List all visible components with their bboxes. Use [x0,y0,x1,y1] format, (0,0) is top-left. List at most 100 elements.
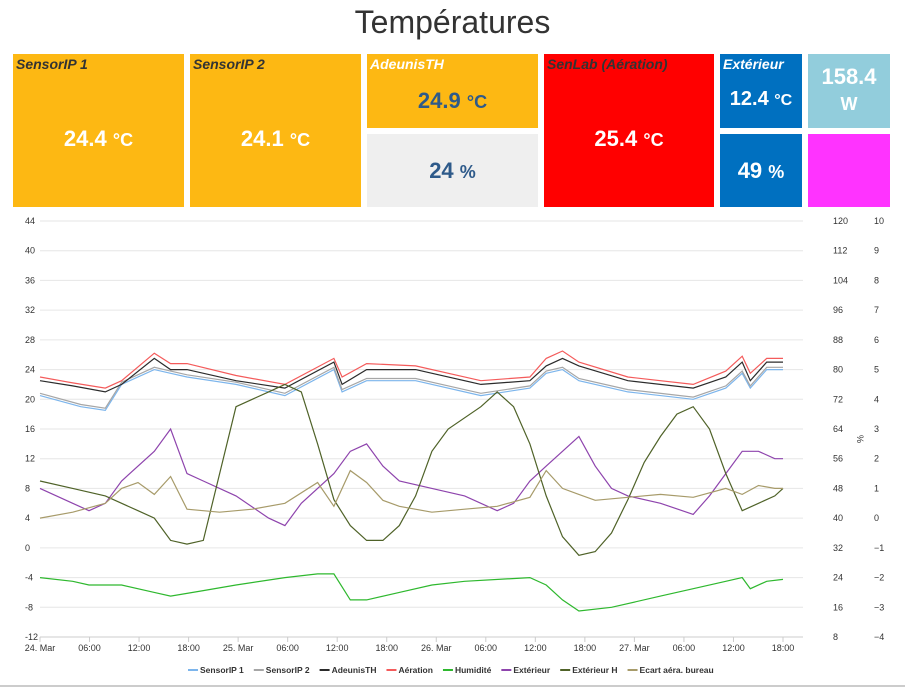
y-right1-axis-label: % [855,435,865,443]
y-right2-tick-label: 8 [874,275,879,285]
y-right1-tick-label: 120 [833,216,848,226]
y-right2-tick-label: 3 [874,424,879,434]
y-right1-tick-label: 96 [833,305,843,315]
tile-adeunis-temp-value: 24.9 °C [417,88,488,113]
tile-power-value: 158.4 W [821,64,877,114]
y-right2-tick-label: −2 [874,573,884,583]
x-tick-label: 06:00 [276,643,299,653]
y-right2-tick-label: 9 [874,246,879,256]
y-right2-tick-label: −3 [874,602,884,612]
tile-magenta[interactable] [808,134,890,207]
tile-sensorip1-value: 24.4 °C [63,126,134,151]
x-tick-label: 24. Mar [25,643,56,653]
tile-exterieur-temp[interactable]: Extérieur 12.4 °C [720,54,802,128]
y-left-tick-label: 4 [25,513,30,523]
legend-item: Extérieur [513,665,551,675]
y-right2-tick-label: 10 [874,216,884,226]
legend-item: SensorIP 2 [266,665,310,675]
y-right2-tick-label: −1 [874,543,884,553]
series-line [39,366,783,409]
y-right1-tick-label: 104 [833,275,848,285]
series-line [39,383,784,556]
x-tick-label: 27. Mar [619,643,650,653]
y-right2-tick-label: 4 [874,394,879,404]
y-right2-tick-label: 0 [874,513,879,523]
y-right2-tick-label: 2 [874,454,879,464]
x-tick-label: 06:00 [78,643,101,653]
tile-senlab-value: 25.4 °C [594,126,664,151]
legend-item: Aération [398,665,432,675]
y-right2-tick-label: 5 [874,365,879,375]
tile-adeunis-hum-value: 24 % [429,158,476,183]
y-right2-tick-label: −4 [874,632,884,642]
y-left-tick-label: 36 [25,275,35,285]
legend-item: Extérieur H [572,665,617,675]
series-line [39,350,783,389]
x-tick-label: 12:00 [722,643,745,653]
x-tick-label: 12:00 [326,643,349,653]
y-left-tick-label: 0 [25,543,30,553]
series-line [39,427,783,527]
y-right1-tick-label: 56 [833,454,843,464]
y-left-tick-label: 8 [25,483,30,493]
series-line [39,573,784,612]
tile-power[interactable]: 158.4 W [808,54,890,128]
x-tick-label: 18:00 [375,643,398,653]
y-right1-tick-label: 88 [833,335,843,345]
y-right1-tick-label: 32 [833,543,843,553]
series-line [39,368,783,412]
y-left-tick-label: 44 [25,216,35,226]
y-right2-tick-label: 7 [874,305,879,315]
tile-senlab[interactable]: SenLab (Aération) 25.4 °C [544,54,714,207]
y-right1-tick-label: 48 [833,483,843,493]
y-left-tick-label: 32 [25,305,35,315]
tile-sensorip2-value: 24.1 °C [240,126,311,151]
x-tick-label: 18:00 [177,643,200,653]
y-left-tick-label: -4 [25,573,33,583]
x-tick-label: 12:00 [128,643,151,653]
tile-sensorip2-label: SensorIP 2 [193,56,265,72]
tile-exterieur-temp-value: 12.4 °C [729,88,793,110]
x-tick-label: 18:00 [772,643,795,653]
tile-adeunis-label: AdeunisTH [370,56,444,72]
series-line [39,357,783,393]
page-title: Températures [354,4,551,40]
y-left-tick-label: -8 [25,602,33,612]
y-left-tick-label: 12 [25,454,35,464]
y-right1-tick-label: 16 [833,602,843,612]
y-right1-tick-label: 72 [833,394,843,404]
series-line [39,469,783,519]
x-tick-label: 06:00 [673,643,696,653]
y-right1-tick-label: 24 [833,573,843,583]
legend-item: AdeunisTH [332,665,377,675]
x-tick-label: 25. Mar [223,643,254,653]
y-left-tick-label: 20 [25,394,35,404]
tile-sensorip2[interactable]: SensorIP 2 24.1 °C [190,54,361,207]
legend-item: Ecart aéra. bureau [640,665,714,675]
y-left-tick-label: -12 [25,632,38,642]
y-left-tick-label: 40 [25,246,35,256]
y-right1-tick-label: 80 [833,365,843,375]
x-tick-label: 26. Mar [421,643,452,653]
y-right1-tick-label: 40 [833,513,843,523]
x-tick-label: 18:00 [574,643,597,653]
tile-exterieur-hum-value: 49 % [737,158,785,183]
y-left-tick-label: 24 [25,365,35,375]
tile-exterieur-hum[interactable]: 49 % [720,134,802,207]
tile-adeunis-hum[interactable]: 24 % [367,134,538,207]
tile-sensorip1[interactable]: SensorIP 1 24.4 °C [13,54,184,207]
y-left-tick-label: 16 [25,424,35,434]
y-left-tick-label: 28 [25,335,35,345]
y-right1-tick-label: 8 [833,632,838,642]
x-tick-label: 06:00 [475,643,498,653]
tile-adeunis-temp[interactable]: AdeunisTH 24.9 °C [367,54,538,128]
legend-item: SensorIP 1 [200,665,244,675]
y-right2-tick-label: 1 [874,483,879,493]
tile-senlab-label: SenLab (Aération) [547,56,668,72]
y-right1-tick-label: 112 [833,246,847,256]
tile-exterieur-label: Extérieur [723,56,784,72]
x-tick-label: 12:00 [524,643,547,653]
y-right2-tick-label: 6 [874,335,879,345]
legend-item: Humidité [455,665,492,675]
